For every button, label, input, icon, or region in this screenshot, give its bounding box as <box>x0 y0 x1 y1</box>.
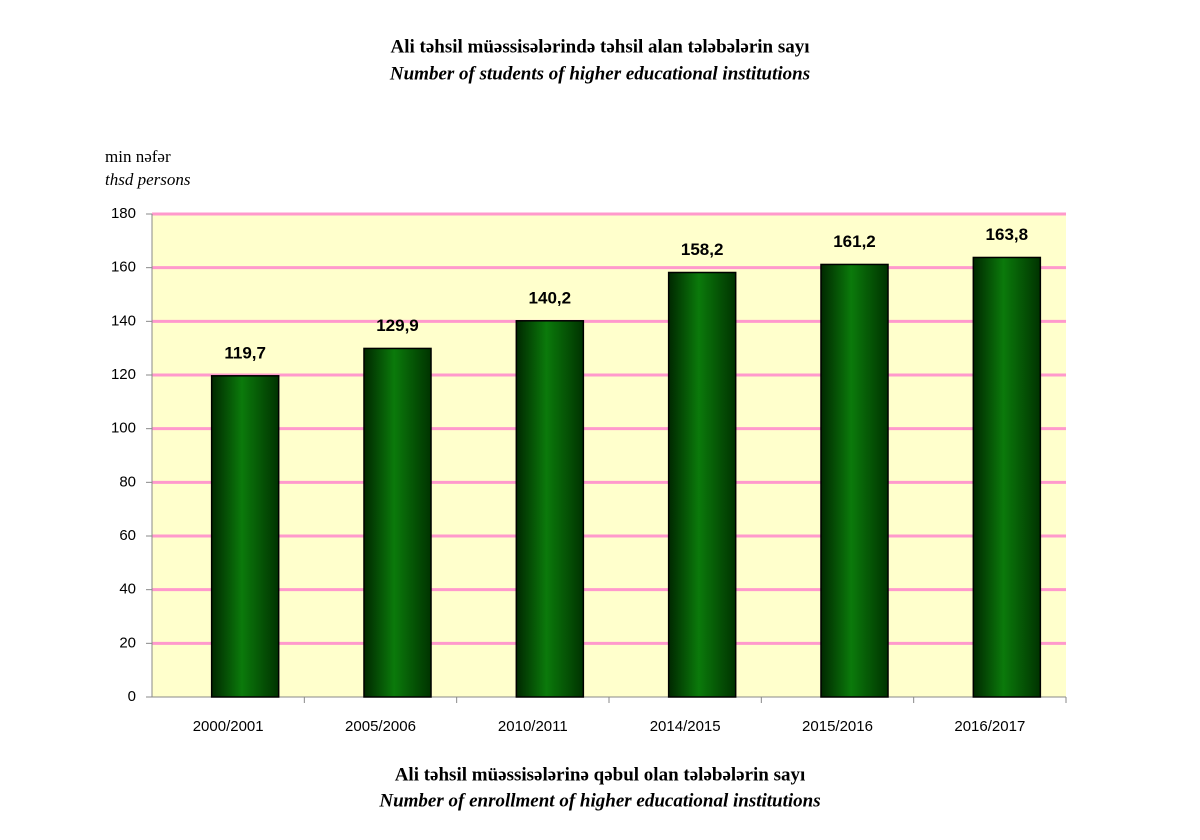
y-tick-label: 180 <box>111 205 136 222</box>
y-tick-label: 20 <box>119 634 136 651</box>
x-tick-label: 2000/2001 <box>193 718 264 735</box>
value-label: 129,9 <box>376 316 419 335</box>
footer-title: Ali təhsil müəssisələrinə qəbul olan təl… <box>395 764 806 785</box>
y-unit: min nəfər <box>105 147 171 166</box>
bar <box>820 263 889 698</box>
x-tick-label: 2010/2011 <box>498 718 568 735</box>
y-tick-label: 60 <box>119 527 136 544</box>
y-tick-label: 80 <box>119 473 136 490</box>
footer-subtitle: Number of enrollment of higher education… <box>378 790 820 811</box>
value-label: 163,8 <box>986 225 1029 244</box>
bar <box>210 375 280 698</box>
chart-title: Ali təhsil müəssisələrində təhsil alan t… <box>390 36 809 57</box>
y-tick-label: 160 <box>111 259 136 276</box>
y-tick-label: 40 <box>119 581 136 598</box>
bar <box>363 347 432 698</box>
bar <box>667 271 737 698</box>
value-label: 158,2 <box>681 240 724 259</box>
y-unit: thsd persons <box>105 170 191 189</box>
y-tick-label: 0 <box>128 688 136 705</box>
bar <box>515 320 585 698</box>
y-tick-label: 120 <box>111 366 136 383</box>
chart-subtitle: Number of students of higher educational… <box>389 63 810 84</box>
x-tick-label: 2005/2006 <box>345 718 416 735</box>
x-tick-label: 2014/2015 <box>650 718 721 735</box>
plot-area <box>152 214 1066 697</box>
y-tick-label: 100 <box>111 420 136 437</box>
value-label: 119,7 <box>224 343 266 362</box>
value-label: 140,2 <box>529 288 572 307</box>
value-label: 161,2 <box>833 232 876 251</box>
bar <box>972 256 1042 698</box>
x-tick-label: 2016/2017 <box>954 718 1025 735</box>
y-tick-label: 140 <box>111 312 136 329</box>
x-tick-label: 2015/2016 <box>802 718 873 735</box>
